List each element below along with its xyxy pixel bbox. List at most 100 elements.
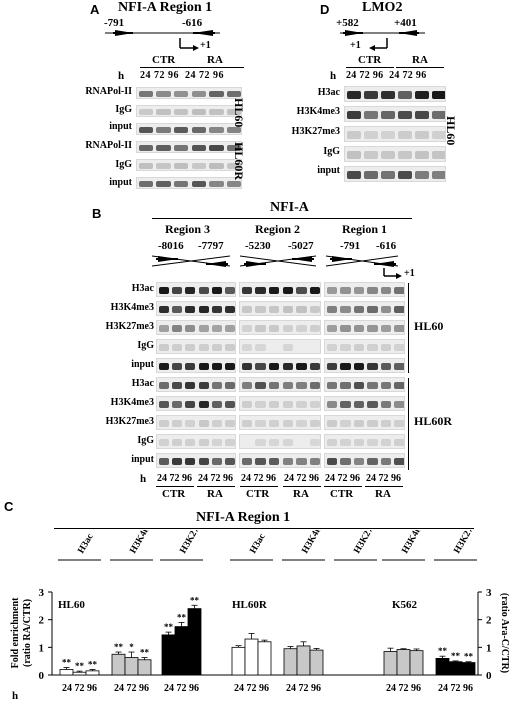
panel-b-group: RA xyxy=(207,488,223,500)
mark-label: H3ac xyxy=(248,532,267,555)
panel-d-h-label: h xyxy=(330,70,337,82)
bar xyxy=(396,649,411,676)
panel-a-times: 24 72 96 24 72 96 xyxy=(140,70,224,81)
gel-band xyxy=(282,287,294,294)
gel-band xyxy=(255,439,266,446)
bar xyxy=(161,634,176,676)
gel-band xyxy=(414,171,429,179)
gel-band xyxy=(211,458,223,465)
gel-band xyxy=(326,325,337,332)
panel-b-row-label: input xyxy=(131,359,154,370)
panel-b-cell-line-hl60r: HL60R xyxy=(414,414,453,428)
significance-marker: * xyxy=(129,642,134,652)
gel-strip xyxy=(239,453,321,468)
gel-band xyxy=(282,382,294,389)
gel-band xyxy=(380,439,391,446)
mark-label: H3K27me3 xyxy=(452,530,484,556)
time-labels: 24 72 96 xyxy=(438,683,473,694)
gel-band xyxy=(225,306,235,313)
gel-band xyxy=(326,306,337,313)
gel-band xyxy=(346,151,361,159)
gel-strip xyxy=(239,339,321,354)
panel-b-coord: -791 xyxy=(340,240,361,252)
gel-strip xyxy=(156,282,236,297)
panel-a-row-label: RNAPol-II xyxy=(85,86,132,97)
panel-b-h-label: h xyxy=(140,473,147,485)
gel-strip xyxy=(344,146,446,162)
gel-band xyxy=(255,325,266,332)
time-labels: 24 72 96 xyxy=(386,683,421,694)
gel-band xyxy=(380,458,391,465)
gel-band xyxy=(268,306,280,313)
panel-b-group-bar xyxy=(365,486,403,487)
gel-band xyxy=(158,325,169,332)
panel-a-ctr-bar xyxy=(140,67,192,68)
gel-band xyxy=(211,306,223,313)
gel-band xyxy=(340,363,351,370)
gel-band xyxy=(268,439,280,446)
gel-band xyxy=(198,306,209,313)
gel-band xyxy=(414,91,429,99)
panel-d-row-label: input xyxy=(317,165,340,176)
panel-b-times: 24 72 96 xyxy=(241,473,276,484)
gel-band xyxy=(241,344,253,351)
gel-band xyxy=(309,363,320,370)
gel-band xyxy=(255,287,266,294)
gel-band xyxy=(185,287,196,294)
gel-band xyxy=(226,91,241,97)
panel-b-tss: +1 xyxy=(404,268,415,279)
gel-band xyxy=(346,171,361,179)
gel-band xyxy=(211,401,223,408)
gel-band xyxy=(255,344,266,351)
gel-band xyxy=(353,325,364,332)
panel-b-row-label: H3K27me3 xyxy=(105,416,154,427)
gel-strip xyxy=(239,301,321,316)
gel-band xyxy=(225,401,235,408)
gel-band xyxy=(353,306,364,313)
y-tick-label: 1 xyxy=(39,642,45,654)
gel-band xyxy=(226,109,241,115)
gel-strip xyxy=(239,282,321,297)
gel-band xyxy=(198,401,209,408)
gel-band xyxy=(394,306,404,313)
gel-band xyxy=(209,127,224,133)
panel-d-tss: +1 xyxy=(350,40,361,51)
gel-band xyxy=(353,363,364,370)
gel-band xyxy=(296,458,307,465)
gel-band xyxy=(394,401,404,408)
gel-band xyxy=(380,363,391,370)
gel-band xyxy=(185,344,196,351)
gel-band xyxy=(296,382,307,389)
gel-band xyxy=(173,145,189,151)
gel-band xyxy=(380,420,391,427)
panel-d-group-ra: RA xyxy=(412,54,428,66)
gel-strip xyxy=(136,87,242,99)
gel-band xyxy=(158,458,169,465)
gel-band xyxy=(367,420,378,427)
significance-marker: ** xyxy=(164,622,174,632)
gel-band xyxy=(191,91,207,97)
panel-b-row-label: H3K27me3 xyxy=(105,321,154,332)
gel-band xyxy=(326,420,337,427)
gel-band xyxy=(353,458,364,465)
gel-band xyxy=(138,145,154,151)
significance-marker: ** xyxy=(62,658,72,668)
mark-label: H3K4me3 xyxy=(300,530,329,556)
gel-band xyxy=(326,401,337,408)
gel-band xyxy=(158,363,169,370)
gel-band xyxy=(363,171,378,179)
gel-band xyxy=(309,287,320,294)
significance-marker: ** xyxy=(177,612,187,622)
gel-strip xyxy=(156,434,236,449)
gel-strip xyxy=(156,339,236,354)
gel-band xyxy=(158,306,169,313)
gel-band xyxy=(209,181,224,187)
gel-band xyxy=(225,287,235,294)
gel-band xyxy=(380,171,395,179)
gel-strip xyxy=(324,358,405,373)
gel-band xyxy=(138,91,154,97)
panel-a-row-label: IgG xyxy=(115,159,132,170)
gel-band xyxy=(380,344,391,351)
panel-b-times: 24 72 96 xyxy=(157,473,192,484)
gel-strip xyxy=(239,377,321,392)
